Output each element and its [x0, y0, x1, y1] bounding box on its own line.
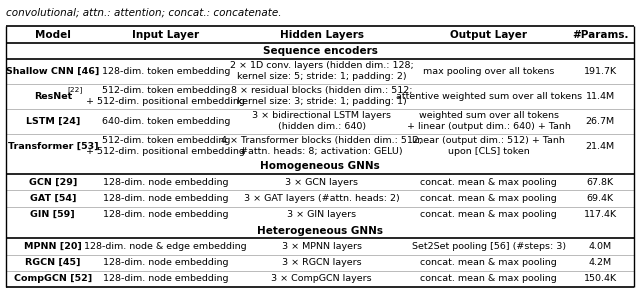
Text: 3 × GIN layers: 3 × GIN layers — [287, 210, 356, 219]
Text: 3 × MPNN layers: 3 × MPNN layers — [282, 242, 362, 251]
Text: 512-dim. token embedding
+ 512-dim. positional embedding: 512-dim. token embedding + 512-dim. posi… — [86, 136, 245, 156]
Text: Homogeneous GNNs: Homogeneous GNNs — [260, 161, 380, 171]
Text: 4 × Transformer blocks (hidden dim.: 512;
#attn. heads: 8; activation: GELU): 4 × Transformer blocks (hidden dim.: 512… — [221, 136, 422, 156]
Text: 4.2M: 4.2M — [589, 258, 612, 267]
Text: ResNet: ResNet — [34, 92, 72, 101]
Text: 69.4K: 69.4K — [586, 194, 614, 203]
Text: concat. mean & max pooling: concat. mean & max pooling — [420, 210, 557, 219]
Text: 3 × CompGCN layers: 3 × CompGCN layers — [271, 275, 372, 284]
Text: Sequence encoders: Sequence encoders — [262, 46, 378, 56]
Text: concat. mean & max pooling: concat. mean & max pooling — [420, 258, 557, 267]
Text: 128-dim. node & edge embedding: 128-dim. node & edge embedding — [84, 242, 247, 251]
Text: Shallow CNN [46]: Shallow CNN [46] — [6, 67, 99, 76]
Text: GAT [54]: GAT [54] — [29, 194, 76, 203]
Text: Heterogeneous GNNs: Heterogeneous GNNs — [257, 226, 383, 236]
Text: 2 × 1D conv. layers (hidden dim.: 128;
kernel size: 5; stride: 1; padding: 2): 2 × 1D conv. layers (hidden dim.: 128; k… — [230, 61, 413, 81]
Text: 3 × RGCN layers: 3 × RGCN layers — [282, 258, 362, 267]
Text: MPNN [20]: MPNN [20] — [24, 242, 82, 251]
Text: concat. mean & max pooling: concat. mean & max pooling — [420, 178, 557, 187]
Text: convolutional; attn.: attention; concat.: concatenate.: convolutional; attn.: attention; concat.… — [6, 7, 282, 17]
Text: 117.4K: 117.4K — [584, 210, 616, 219]
Text: 26.7M: 26.7M — [586, 117, 614, 126]
Text: weighted sum over all tokens
+ linear (output dim.: 640) + Tanh: weighted sum over all tokens + linear (o… — [407, 111, 571, 131]
Text: 3 × GAT layers (#attn. heads: 2): 3 × GAT layers (#attn. heads: 2) — [244, 194, 399, 203]
Text: #Params.: #Params. — [572, 30, 628, 40]
Text: concat. mean & max pooling: concat. mean & max pooling — [420, 194, 557, 203]
Text: GIN [59]: GIN [59] — [31, 210, 75, 219]
Text: 4.0M: 4.0M — [589, 242, 612, 251]
Text: 128-dim. node embedding: 128-dim. node embedding — [103, 178, 228, 187]
Text: 191.7K: 191.7K — [584, 67, 616, 76]
Text: 21.4M: 21.4M — [586, 142, 614, 151]
Text: LSTM [24]: LSTM [24] — [26, 117, 80, 126]
Text: 128-dim. node embedding: 128-dim. node embedding — [103, 210, 228, 219]
Text: Transformer [53]: Transformer [53] — [8, 142, 98, 151]
Text: Output Layer: Output Layer — [450, 30, 527, 40]
Text: Input Layer: Input Layer — [132, 30, 199, 40]
Text: GCN [29]: GCN [29] — [29, 178, 77, 187]
Text: 150.4K: 150.4K — [584, 275, 616, 284]
Text: 512-dim. token embedding
+ 512-dim. positional embedding: 512-dim. token embedding + 512-dim. posi… — [86, 86, 245, 106]
Text: RGCN [45]: RGCN [45] — [25, 258, 81, 267]
Text: max pooling over all tokens: max pooling over all tokens — [423, 67, 554, 76]
Text: concat. mean & max pooling: concat. mean & max pooling — [420, 275, 557, 284]
Text: 128-dim. node embedding: 128-dim. node embedding — [103, 275, 228, 284]
Text: 67.8K: 67.8K — [586, 178, 614, 187]
Text: [22]: [22] — [67, 87, 83, 93]
Text: 640-dim. token embedding: 640-dim. token embedding — [102, 117, 230, 126]
Text: CompGCN [52]: CompGCN [52] — [13, 275, 92, 284]
Text: 128-dim. node embedding: 128-dim. node embedding — [103, 194, 228, 203]
Text: Hidden Layers: Hidden Layers — [280, 30, 364, 40]
Text: 128-dim. token embedding: 128-dim. token embedding — [102, 67, 230, 76]
Text: Set2Set pooling [56] (#steps: 3): Set2Set pooling [56] (#steps: 3) — [412, 242, 566, 251]
Text: Model: Model — [35, 30, 71, 40]
Text: 8 × residual blocks (hidden dim.: 512;
kernel size: 3; stride: 1; padding: 1): 8 × residual blocks (hidden dim.: 512; k… — [231, 86, 412, 106]
Text: linear (output dim.: 512) + Tanh
upon [CLS] token: linear (output dim.: 512) + Tanh upon [C… — [412, 136, 565, 156]
Text: 3 × GCN layers: 3 × GCN layers — [285, 178, 358, 187]
Text: 11.4M: 11.4M — [586, 92, 614, 101]
Text: 3 × bidirectional LSTM layers
(hidden dim.: 640): 3 × bidirectional LSTM layers (hidden di… — [252, 111, 391, 131]
Text: attentive weighted sum over all tokens: attentive weighted sum over all tokens — [396, 92, 582, 101]
Text: 128-dim. node embedding: 128-dim. node embedding — [103, 258, 228, 267]
